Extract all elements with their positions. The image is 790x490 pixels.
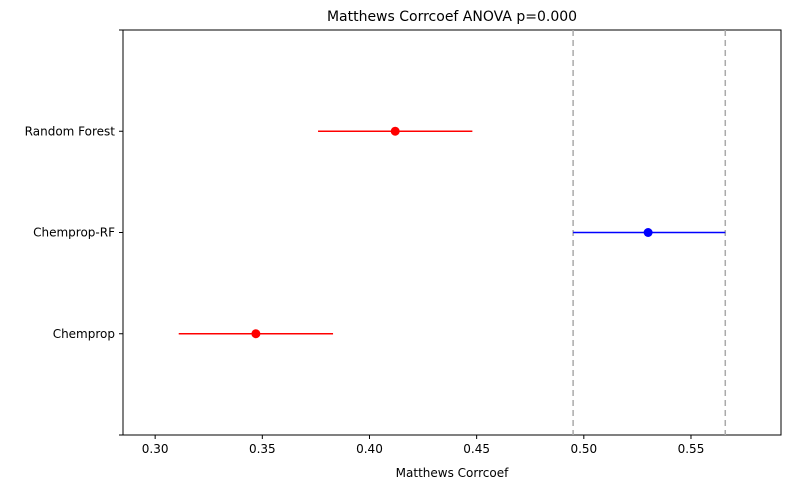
x-tick-label: 0.45 (463, 442, 490, 456)
y-tick-label: Chemprop-RF (33, 226, 115, 240)
x-axis-label: Matthews Corrcoef (396, 466, 509, 480)
y-tick-label: Chemprop (53, 327, 115, 341)
x-tick-label: 0.35 (249, 442, 276, 456)
chart-title: Matthews Corrcoef ANOVA p=0.000 (327, 9, 577, 25)
y-tick-label: Random Forest (25, 124, 116, 138)
mean-point (251, 329, 261, 339)
x-tick-label: 0.40 (356, 442, 383, 456)
y-axis-ticks: Chemprop Chemprop-RF Random Forest (25, 29, 123, 436)
mean-point (643, 228, 653, 237)
mean-point (390, 126, 400, 136)
x-tick-label: 0.30 (142, 442, 169, 456)
x-axis-ticks: 0.30 0.35 0.40 0.45 0.50 0.55 (142, 435, 705, 456)
confidence-intervals (178, 126, 726, 339)
x-tick-label: 0.55 (678, 442, 705, 456)
x-tick-label: 0.50 (570, 442, 597, 456)
